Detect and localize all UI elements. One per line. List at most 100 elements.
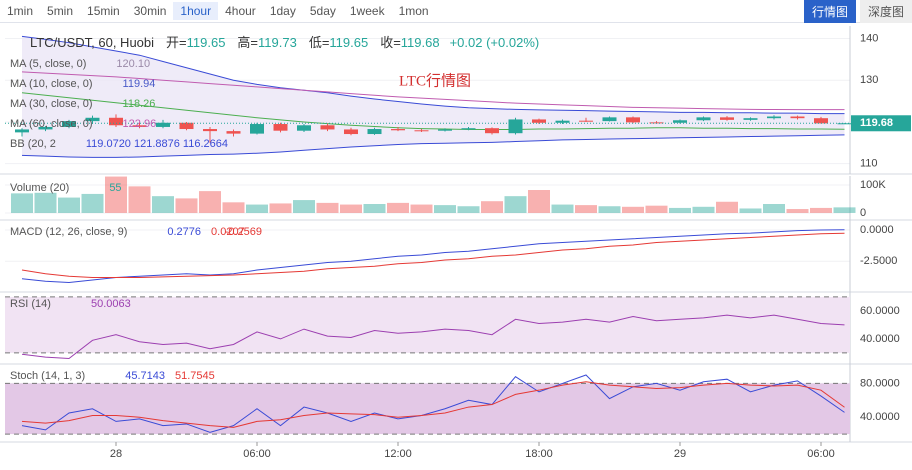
volume-bar (340, 204, 362, 213)
pane-legend: Volume (20) 55 (10, 182, 122, 194)
y-tick-label: 0.0000 (860, 224, 894, 236)
legend-entry: MA (60, close, 0) 122.96 (10, 118, 156, 130)
volume-bar (786, 209, 809, 213)
y-tick-label: 0 (860, 207, 866, 219)
ohlc-label: 高= (237, 35, 258, 50)
volume-bar (528, 190, 550, 213)
candle-body (461, 128, 476, 130)
ohlc-label: 低= (309, 35, 330, 50)
interval-button[interactable]: 30min (133, 4, 167, 18)
view-tab[interactable]: 深度图 (859, 0, 912, 23)
pane-legend: MACD (12, 26, close, 9) 0.2776 0.0207-0.25… (10, 226, 262, 238)
candle-body (273, 124, 288, 131)
volume-bar (34, 192, 57, 213)
candle-body (579, 120, 593, 122)
series-line (21, 134, 845, 158)
legend-name: BB (20, 2 (10, 138, 56, 150)
candle-body (297, 125, 311, 131)
candle-body (203, 129, 217, 132)
volume-bar (645, 205, 668, 213)
y-tick-label: 140 (860, 32, 878, 44)
pane-name: Stoch (14, 1, 3) (10, 370, 85, 382)
pane-value: 0.2776 (167, 226, 201, 238)
volume-bar (481, 201, 503, 213)
candle-body (85, 117, 100, 122)
candle-body (367, 129, 382, 135)
volume-bar (387, 202, 409, 213)
candle-body (109, 117, 123, 126)
candle-body (532, 119, 546, 123)
interval-button[interactable]: 4hour (225, 4, 256, 18)
volume-bar (128, 186, 151, 213)
volume-bar (504, 196, 527, 213)
volume-bar (434, 205, 456, 213)
volume-bar (716, 201, 738, 213)
interval-button[interactable]: 1min (7, 4, 34, 18)
interval-button[interactable]: 5min (47, 4, 74, 18)
view-tab[interactable]: 行情图 (803, 0, 856, 23)
x-tick-label: 29 (674, 448, 686, 460)
volume-bar (11, 193, 33, 213)
candle-body (508, 119, 523, 134)
legend-entry: MA (10, close, 0) 119.94 (10, 78, 155, 90)
band-fill (5, 296, 850, 353)
interval-button[interactable]: 15min (87, 4, 120, 18)
series-line (21, 232, 845, 278)
volume-bar (316, 202, 339, 213)
symbol: LTC/USDT, 60, Huobi (30, 35, 154, 50)
interval-button[interactable]: 1week (349, 4, 385, 18)
pane-legend: Stoch (14, 1, 3) 45.7143 51.7545 (10, 370, 215, 382)
volume-bar (810, 207, 832, 213)
volume-bar (222, 202, 245, 213)
volume-bar (199, 191, 221, 213)
legend-name: MA (10, close, 0) (10, 78, 93, 90)
candle-body (555, 120, 570, 123)
volume-bar (293, 200, 315, 213)
volume-bar (175, 198, 198, 213)
y-tick-label: 40.0000 (860, 411, 900, 423)
candle-body (320, 125, 335, 130)
candle-body (414, 130, 429, 132)
candle-body (156, 122, 170, 127)
y-tick-label: -2.5000 (860, 255, 897, 267)
legend-value: 119.94 (123, 78, 156, 90)
candle-body (485, 128, 499, 134)
candle-body (38, 126, 53, 130)
pane-value: 50.0063 (91, 298, 131, 310)
change: +0.02 (+0.02%) (450, 35, 540, 50)
ohlc-value: 119.65 (329, 35, 368, 50)
x-tick-label: 12:00 (384, 448, 412, 460)
candle-body (344, 129, 358, 135)
legend-value: 118.26 (123, 98, 156, 110)
legend-entry: MA (30, close, 0) 118.26 (10, 98, 155, 110)
pane-name: RSI (14) (10, 298, 51, 310)
legend-name: MA (60, close, 0) (10, 118, 93, 130)
ohlc-label: 收= (380, 35, 401, 50)
volume-bar (833, 207, 856, 213)
series-line (21, 314, 845, 360)
interval-button[interactable]: 1hour (173, 2, 219, 20)
candle-body (226, 131, 241, 134)
candle-body (837, 123, 852, 125)
x-tick-label: 06:00 (807, 448, 835, 460)
series-line (21, 374, 845, 433)
x-tick-label: 28 (110, 448, 122, 460)
y-tick-label: 110 (860, 158, 878, 170)
ohlc-value: 119.65 (187, 35, 226, 50)
interval-button[interactable]: 1mon (398, 4, 429, 18)
interval-button[interactable]: 5day (309, 4, 336, 18)
pane-name: Volume (20) (10, 182, 69, 194)
volume-bar (457, 206, 480, 213)
legend-entry: BB (20, 2 119.0720 121.8876 116.2664 (10, 138, 228, 150)
volume-bar (598, 206, 621, 213)
candle-body (673, 120, 687, 123)
candle-body (814, 118, 828, 124)
volume-bar (739, 208, 762, 213)
legend-value: 119.0720 121.8876 116.2664 (86, 138, 228, 150)
series-line (21, 229, 845, 284)
interval-button[interactable]: 1day (269, 4, 296, 18)
last-price-label: 119.68 (860, 117, 893, 129)
last-price-box (851, 115, 911, 132)
pane-value: 51.7545 (175, 370, 215, 382)
pane-value: 55 (109, 182, 121, 194)
